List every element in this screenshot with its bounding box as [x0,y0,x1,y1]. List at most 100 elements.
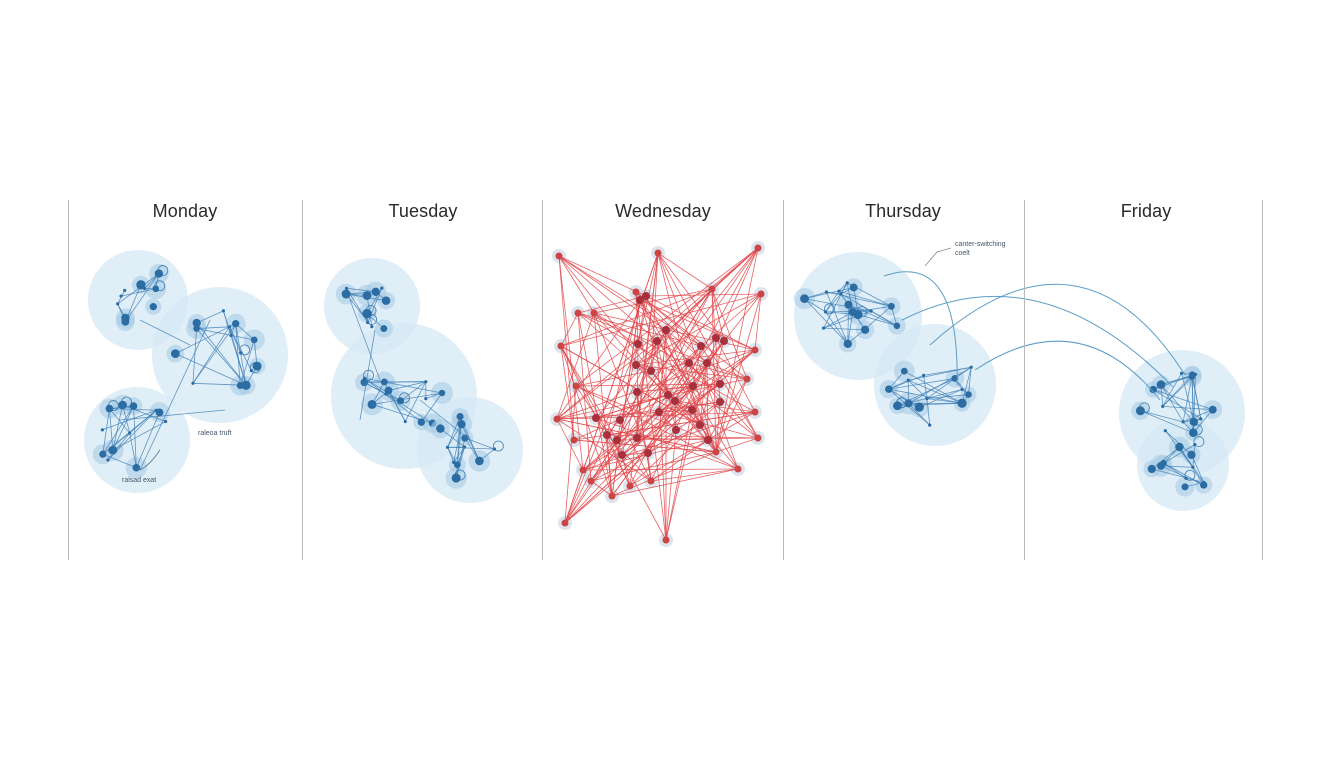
node [344,286,349,290]
callout-line-1: canter-switching [955,241,1006,248]
node [965,391,972,398]
node [914,402,924,412]
node [662,536,670,544]
node [633,388,641,396]
node [492,447,496,451]
node [685,359,693,367]
node [837,289,841,293]
node [249,368,253,373]
node [462,445,467,449]
node [626,482,634,490]
node [452,460,456,464]
panel-title-tuesday: Tuesday [388,201,458,221]
node [116,302,120,306]
node [118,400,127,410]
node [734,465,742,473]
callout-line-2: coelt [955,250,970,257]
node [99,450,107,458]
node [632,288,640,296]
node [381,296,391,305]
node [1191,465,1195,469]
node [839,292,843,296]
node [475,456,484,466]
node [424,380,428,384]
panel-divider [783,200,784,560]
node [106,458,110,462]
node [362,291,372,300]
node [928,423,932,427]
node [592,414,600,422]
node [362,376,367,380]
node [647,367,655,375]
node [1179,371,1184,375]
node [751,346,759,354]
node [618,451,626,459]
node [229,333,233,338]
node [121,313,130,323]
node [1189,371,1196,378]
cluster-friday [1143,429,1213,497]
node [149,303,157,311]
node [757,290,765,298]
node [906,378,910,382]
node [824,290,829,294]
node [754,244,762,252]
node [1187,450,1196,460]
node [252,361,262,371]
node [1160,459,1167,467]
node [142,286,147,291]
node [380,378,388,386]
node [457,420,466,429]
node [570,436,578,444]
panel-divider [542,200,543,560]
node [424,397,428,401]
node [925,396,929,401]
node [152,285,160,293]
node [1208,405,1217,414]
node [221,309,225,313]
callout-leader-line [924,247,952,267]
node [572,382,580,390]
node [843,339,852,348]
node [644,449,652,457]
node [587,477,595,485]
node [227,325,232,329]
node [128,431,132,435]
node [613,436,621,444]
node [241,380,251,390]
node [108,445,118,455]
node [689,382,697,390]
node [869,309,873,313]
panel-divider [302,200,303,560]
node [579,466,587,474]
node [922,373,926,377]
node [633,434,641,442]
node [632,361,640,369]
node [893,322,901,330]
node [754,434,762,442]
node [396,397,405,405]
node [696,421,704,429]
node [642,292,650,300]
panel-divider [1262,200,1263,560]
node [712,334,720,342]
node [371,287,380,297]
panel-title-wednesday: Wednesday [615,201,711,221]
node [957,398,967,408]
panel-title-monday: Monday [152,201,218,221]
node [900,367,908,375]
node [751,408,759,416]
node [688,406,696,414]
cluster-friday [1131,365,1223,441]
node [136,280,146,290]
node [1181,420,1185,424]
node [132,463,141,472]
node [893,401,902,411]
node [1161,404,1165,408]
node [1200,481,1208,489]
node [653,337,661,345]
module-circle [417,397,523,503]
node [1189,417,1198,427]
node [647,477,655,485]
panel-title-thursday: Thursday [865,201,941,221]
